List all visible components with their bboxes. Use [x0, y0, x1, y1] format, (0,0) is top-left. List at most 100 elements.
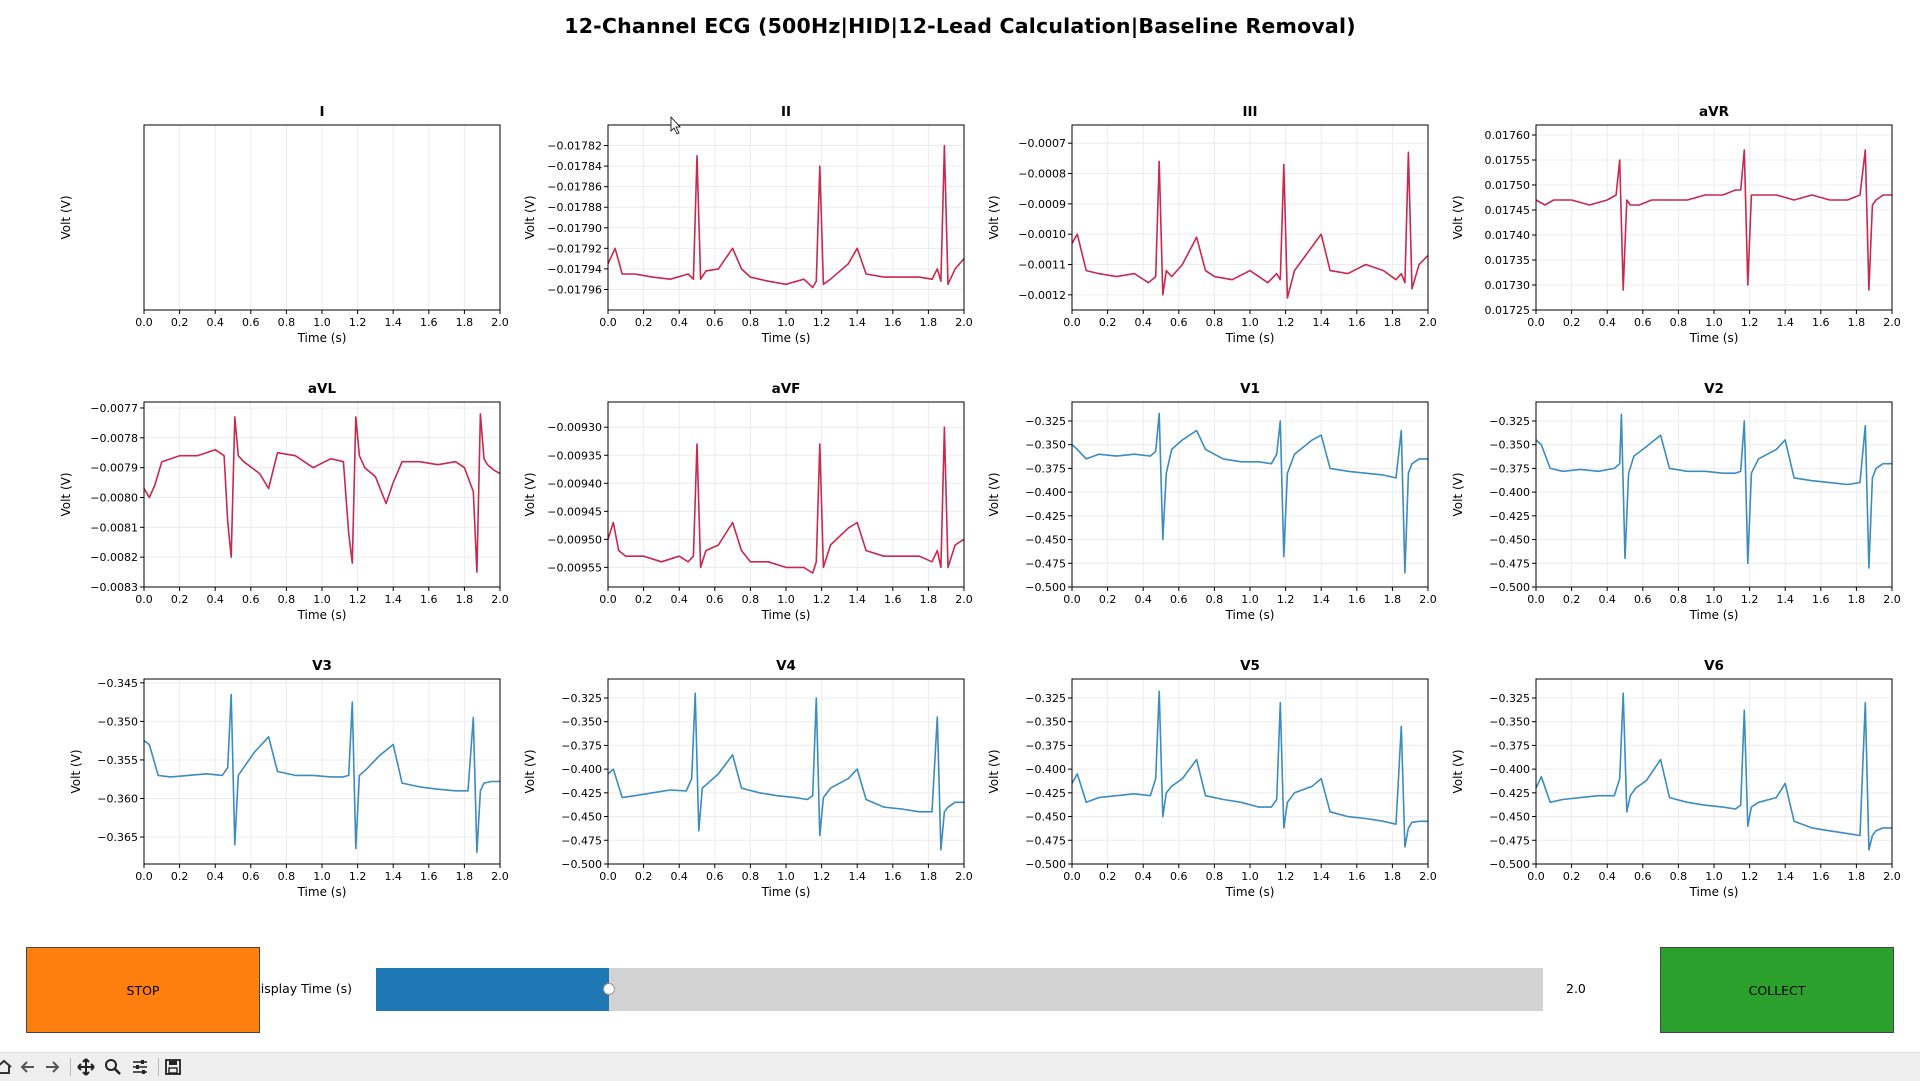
x-axis-label: Time (s) [297, 331, 347, 345]
display-time-slider-handle[interactable] [603, 983, 616, 995]
x-tick-label: 1.4 [384, 593, 402, 606]
y-tick-label: −0.475 [561, 834, 602, 847]
subplot-title: aVR [1699, 104, 1730, 120]
y-tick-label: −0.350 [1025, 439, 1066, 452]
y-tick-label: −0.500 [1489, 858, 1530, 871]
x-tick-label: 0.4 [1134, 593, 1152, 606]
y-tick-label: 0.01735 [1485, 254, 1531, 267]
subplot-title: III [1242, 104, 1257, 120]
x-tick-label: 0.6 [1634, 593, 1652, 606]
y-tick-label: −0.0010 [1018, 228, 1066, 241]
x-tick-label: 1.4 [1312, 870, 1330, 883]
y-tick-label: −0.450 [1025, 811, 1066, 824]
ecg-subplot: 0.0 0.2 0.4 0.6 0.8 1.0 1.2 1.4 1.6 1.8 2.0 −0.0093… [523, 381, 973, 622]
x-tick-label: 1.4 [384, 870, 402, 883]
x-tick-label: 1.6 [1812, 316, 1830, 329]
x-tick-label: 0.6 [242, 316, 260, 329]
x-tick-label: 1.4 [384, 316, 402, 329]
x-tick-label: 0.8 [742, 870, 760, 883]
back-arrow-icon[interactable] [18, 1057, 38, 1077]
x-tick-label: 1.8 [920, 316, 938, 329]
y-tick-label: −0.00940 [547, 477, 602, 490]
x-tick-label: 0.4 [1598, 870, 1616, 883]
ecg-subplot: 0.0 0.2 0.4 0.6 0.8 1.0 1.2 1.4 1.6 1.8 2.0 −0.0178… [523, 104, 973, 345]
y-tick-label: 0.01725 [1485, 304, 1531, 317]
x-tick-label: 1.6 [420, 870, 438, 883]
y-axis-label: Volt (V) [987, 749, 1001, 793]
y-tick-label: −0.350 [561, 716, 602, 729]
x-axis-label: Time (s) [761, 331, 811, 345]
ecg-subplot: 0.0 0.2 0.4 0.6 0.8 1.0 1.2 1.4 1.6 1.8 2.0 0.01760… [1451, 104, 1901, 345]
subplot-title: V6 [1704, 658, 1724, 674]
x-tick-label: 0.2 [1563, 870, 1581, 883]
zoom-icon[interactable] [103, 1057, 123, 1077]
subplot-title: V3 [312, 658, 332, 674]
y-tick-label: −0.350 [97, 715, 138, 728]
y-tick-label: −0.01792 [547, 242, 602, 255]
ecg-subplot: 0.0 0.2 0.4 0.6 0.8 1.0 1.2 1.4 1.6 1.8 2.0 −0.325 −… [987, 381, 1437, 622]
x-tick-label: 1.2 [1277, 593, 1295, 606]
x-tick-label: 1.4 [1312, 316, 1330, 329]
stop-button[interactable]: STOP [26, 947, 260, 1033]
x-tick-label: 2.0 [491, 593, 509, 606]
x-tick-label: 0.4 [206, 593, 224, 606]
x-tick-label: 0.2 [635, 870, 653, 883]
ecg-subplot: 0.0 0.2 0.4 0.6 0.8 1.0 1.2 1.4 1.6 1.8 2.0 −0.325 −… [1451, 381, 1901, 622]
y-axis-label: Volt (V) [59, 472, 73, 516]
ecg-subplot: 0.0 0.2 0.4 0.6 0.8 1.0 1.2 1.4 1.6 1.8 2.0 −0.325 −… [523, 658, 973, 899]
x-axis-label: Time (s) [297, 608, 347, 622]
y-tick-label: −0.400 [561, 763, 602, 776]
y-tick-label: −0.01782 [547, 140, 602, 153]
y-tick-label: −0.350 [1489, 439, 1530, 452]
x-axis-label: Time (s) [1225, 331, 1275, 345]
x-tick-label: 2.0 [1419, 316, 1437, 329]
x-tick-label: 0.0 [1527, 593, 1545, 606]
x-tick-label: 0.6 [242, 593, 260, 606]
x-tick-label: 1.8 [1384, 316, 1402, 329]
y-tick-label: −0.00945 [547, 505, 602, 518]
y-tick-label: 0.01760 [1485, 129, 1531, 142]
x-tick-label: 0.4 [670, 316, 688, 329]
home-icon[interactable] [0, 1057, 14, 1077]
x-tick-label: 1.4 [1776, 593, 1794, 606]
x-tick-label: 1.8 [920, 870, 938, 883]
x-tick-label: 0.4 [1598, 316, 1616, 329]
forward-arrow-icon[interactable] [42, 1057, 62, 1077]
ecg-subplot: 0.0 0.2 0.4 0.6 0.8 1.0 1.2 1.4 1.6 1.8 2.0 −0.0077… [59, 381, 509, 622]
x-tick-label: 1.6 [884, 593, 902, 606]
pan-icon[interactable] [76, 1057, 96, 1077]
ecg-trace-line [1535, 413, 1892, 569]
x-tick-label: 1.0 [1241, 593, 1259, 606]
configure-subplots-icon[interactable] [130, 1057, 150, 1077]
y-tick-label: −0.475 [1025, 834, 1066, 847]
mouse-cursor-icon [670, 115, 681, 135]
x-tick-label: 1.6 [884, 870, 902, 883]
x-tick-label: 1.6 [420, 316, 438, 329]
y-tick-label: −0.475 [1489, 557, 1530, 570]
x-tick-label: 1.2 [349, 870, 367, 883]
display-time-slider[interactable] [376, 968, 1543, 1011]
y-tick-label: −0.0077 [90, 402, 138, 415]
y-axis-label: Volt (V) [987, 472, 1001, 516]
y-tick-label: −0.01794 [547, 263, 602, 276]
x-tick-label: 0.2 [1099, 870, 1117, 883]
y-tick-label: −0.400 [1025, 486, 1066, 499]
y-tick-label: −0.400 [1489, 763, 1530, 776]
x-tick-label: 0.2 [1563, 316, 1581, 329]
y-axis-label: Volt (V) [1451, 472, 1465, 516]
x-tick-label: 0.8 [1206, 593, 1224, 606]
y-axis-label: Volt (V) [1451, 749, 1465, 793]
x-tick-label: 1.8 [456, 316, 474, 329]
save-icon[interactable] [163, 1057, 183, 1077]
y-tick-label: −0.01790 [547, 222, 602, 235]
x-tick-label: 1.0 [313, 593, 331, 606]
x-tick-label: 0.2 [635, 316, 653, 329]
y-tick-label: −0.365 [97, 831, 138, 844]
x-tick-label: 2.0 [491, 316, 509, 329]
y-tick-label: −0.375 [561, 739, 602, 752]
x-tick-label: 1.4 [1776, 870, 1794, 883]
x-tick-label: 1.2 [813, 316, 831, 329]
x-tick-label: 0.8 [278, 593, 296, 606]
collect-button[interactable]: COLLECT [1660, 947, 1894, 1033]
y-axis-label: Volt (V) [69, 749, 83, 793]
